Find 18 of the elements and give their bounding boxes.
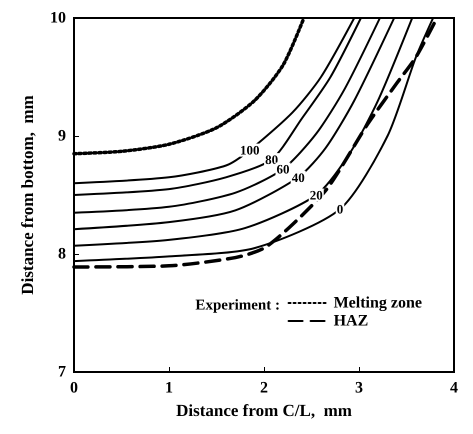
x-tick-label: 2 [260,380,268,396]
y-tick-label: 8 [58,246,66,262]
y-axis-title: Distance from bottom, mm [18,95,37,295]
y-tick-label: 10 [50,10,66,26]
x-axis-title: Distance from C/L, mm [176,401,352,420]
y-tick-label: 7 [58,364,66,380]
x-tick-label: 3 [355,380,363,396]
y-tick-label: 9 [58,128,66,144]
legend-title: Experiment : [195,298,280,314]
legend-label: Melting zone [334,294,422,312]
series-label: 20 [310,188,323,202]
legend-label: HAZ [334,312,368,330]
x-tick-label: 0 [70,380,78,396]
series-label: 60 [276,162,290,177]
series-label: 40 [292,170,305,185]
x-tick-label: 4 [450,380,458,396]
x-tick-label: 1 [165,380,173,396]
series-label: 80 [265,152,278,168]
